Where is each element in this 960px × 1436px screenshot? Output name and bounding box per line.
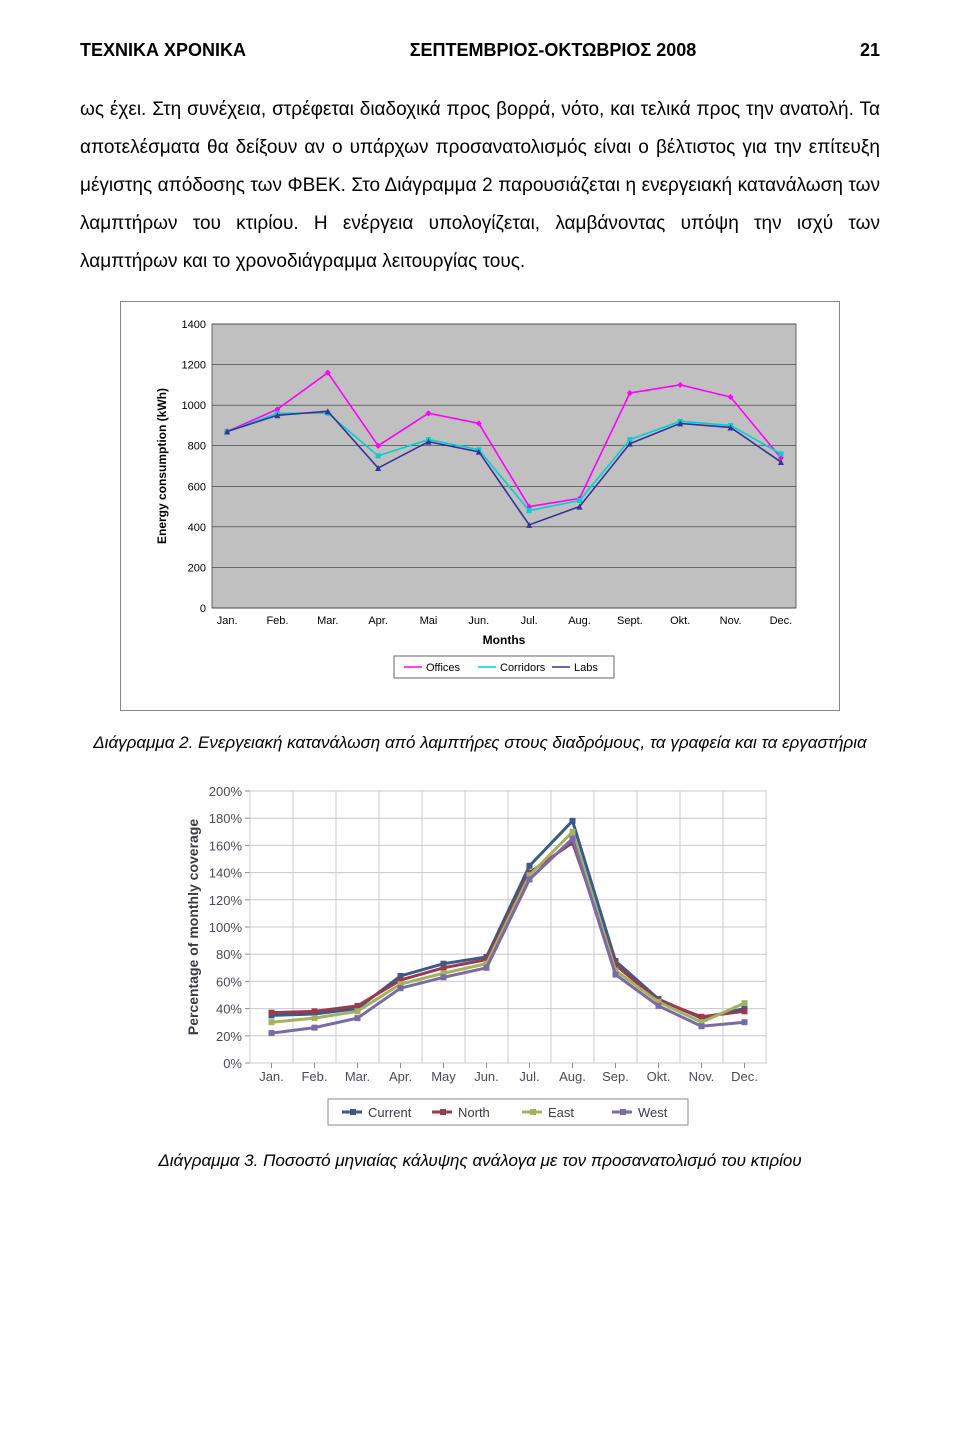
svg-text:Energy consumption (kWh): Energy consumption (kWh) xyxy=(155,388,169,544)
svg-text:Aug.: Aug. xyxy=(559,1069,586,1084)
svg-text:600: 600 xyxy=(188,481,206,493)
svg-text:400: 400 xyxy=(188,522,206,534)
svg-text:Dec.: Dec. xyxy=(770,615,793,627)
svg-text:Mar.: Mar. xyxy=(317,615,338,627)
svg-text:Okt.: Okt. xyxy=(670,615,690,627)
svg-text:Mar.: Mar. xyxy=(345,1069,370,1084)
header-right: 21 xyxy=(860,40,880,61)
svg-text:Current: Current xyxy=(368,1105,412,1120)
svg-text:60%: 60% xyxy=(216,974,242,989)
svg-text:Jan.: Jan. xyxy=(259,1069,284,1084)
paragraph: ως έχει. Στη συνέχεια, στρέφεται διαδοχι… xyxy=(80,91,880,281)
chart2-box: 0 200 400 600 800 1000 1200 1400 Energy consumpt… xyxy=(120,301,840,711)
svg-text:Labs: Labs xyxy=(574,662,598,674)
svg-text:Offices: Offices xyxy=(426,662,461,674)
header-center: ΣΕΠΤΕΜΒΡΙΟΣ-ΟΚΤΩΒΡΙΟΣ 2008 xyxy=(410,40,697,61)
chart3-box: 0% 20% 40% 60% 80% 100% 120% 140% 160% 180% 200% Pe… xyxy=(180,781,780,1141)
svg-text:Jul.: Jul. xyxy=(519,1069,539,1084)
svg-text:Aug.: Aug. xyxy=(568,615,591,627)
svg-text:Nov.: Nov. xyxy=(720,615,742,627)
svg-text:Apr.: Apr. xyxy=(389,1069,412,1084)
svg-text:Jun.: Jun. xyxy=(468,615,489,627)
svg-text:1200: 1200 xyxy=(182,360,206,372)
svg-text:Feb.: Feb. xyxy=(301,1069,327,1084)
svg-text:Percentage of monthly coverage: Percentage of monthly coverage xyxy=(185,818,201,1035)
svg-text:Dec.: Dec. xyxy=(731,1069,758,1084)
svg-text:160%: 160% xyxy=(209,838,243,853)
svg-text:North: North xyxy=(458,1105,490,1120)
svg-text:Nov.: Nov. xyxy=(689,1069,715,1084)
svg-text:East: East xyxy=(548,1105,574,1120)
svg-text:180%: 180% xyxy=(209,811,243,826)
svg-text:West: West xyxy=(638,1105,668,1120)
caption-chart2: Διάγραμμα 2. Ενεργειακή κατανάλωση από λ… xyxy=(80,731,880,755)
svg-text:140%: 140% xyxy=(209,865,243,880)
svg-text:Feb.: Feb. xyxy=(266,615,288,627)
svg-text:1400: 1400 xyxy=(182,319,206,331)
svg-text:20%: 20% xyxy=(216,1029,242,1044)
svg-text:Jan.: Jan. xyxy=(217,615,238,627)
svg-text:Corridors: Corridors xyxy=(500,662,546,674)
chart3: 0% 20% 40% 60% 80% 100% 120% 140% 160% 180% 200% Pe… xyxy=(180,781,780,1141)
svg-text:40%: 40% xyxy=(216,1001,242,1016)
svg-text:Jul.: Jul. xyxy=(521,615,538,627)
svg-text:0%: 0% xyxy=(223,1056,242,1071)
svg-text:Months: Months xyxy=(483,633,526,647)
svg-text:Sep.: Sep. xyxy=(602,1069,629,1084)
header-left: ΤΕΧΝΙΚΑ ΧΡΟΝΙΚΑ xyxy=(80,40,246,61)
svg-text:800: 800 xyxy=(188,441,206,453)
svg-text:Jun.: Jun. xyxy=(474,1069,499,1084)
svg-text:Okt.: Okt. xyxy=(647,1069,671,1084)
svg-text:1000: 1000 xyxy=(182,400,206,412)
svg-text:0: 0 xyxy=(200,603,206,615)
caption-chart3: Διάγραμμα 3. Ποσοστό μηνιαίας κάλυψης αν… xyxy=(80,1149,880,1173)
svg-text:200: 200 xyxy=(188,562,206,574)
svg-text:200%: 200% xyxy=(209,784,243,799)
svg-text:100%: 100% xyxy=(209,920,243,935)
svg-text:Apr.: Apr. xyxy=(368,615,388,627)
svg-text:Sept.: Sept. xyxy=(617,615,643,627)
svg-text:80%: 80% xyxy=(216,947,242,962)
svg-text:Mai: Mai xyxy=(420,615,438,627)
chart2: 0 200 400 600 800 1000 1200 1400 Energy consumpt… xyxy=(150,316,810,696)
svg-text:May: May xyxy=(431,1069,456,1084)
svg-text:120%: 120% xyxy=(209,893,243,908)
